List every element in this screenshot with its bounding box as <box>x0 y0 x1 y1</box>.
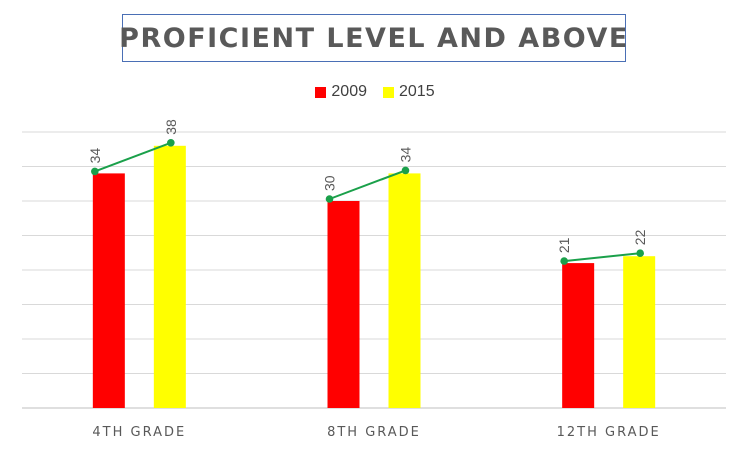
bar-2015-1 <box>153 145 186 409</box>
bar-2015-3 <box>623 256 656 408</box>
connector-marker <box>636 249 644 257</box>
chart-title-box: PROFICIENT LEVEL AND ABOVE <box>119 14 629 62</box>
legend-label-2009: 2009 <box>331 83 367 100</box>
connector-line <box>564 252 641 263</box>
chart-legend: 2009 2015 <box>0 82 750 102</box>
data-label-2015-3: 22 <box>632 229 648 245</box>
bar-2009-1 <box>92 173 125 408</box>
legend-item-2015: 2015 <box>383 83 435 101</box>
legend-item-2009: 2009 <box>315 83 367 101</box>
bar-2015-2 <box>388 173 421 408</box>
connector-marker <box>167 139 175 147</box>
connector-marker <box>91 167 99 176</box>
data-label-2009-1: 34 <box>87 148 103 164</box>
legend-swatch-2009 <box>315 86 327 98</box>
connector-marker <box>401 166 410 175</box>
x-tick-label: 12TH GRADE <box>557 425 661 440</box>
x-tick-label: 8TH GRADE <box>327 425 421 440</box>
data-label-2009-3: 21 <box>556 237 572 253</box>
connector-marker <box>560 257 568 265</box>
connector-marker <box>325 195 334 203</box>
connector-line <box>329 169 406 200</box>
data-label-2009-2: 30 <box>322 175 338 191</box>
data-label-2015-1: 38 <box>163 119 179 135</box>
x-tick-label: 4TH GRADE <box>92 425 186 440</box>
data-label-2015-2: 34 <box>398 147 414 163</box>
chart-title: PROFICIENT LEVEL AND ABOVE <box>119 22 629 54</box>
legend-swatch-2015 <box>383 86 394 98</box>
bar-2009-3 <box>562 263 595 408</box>
legend-label-2015: 2015 <box>399 83 435 100</box>
connector-line <box>94 141 172 173</box>
bar-2009-2 <box>327 201 360 408</box>
